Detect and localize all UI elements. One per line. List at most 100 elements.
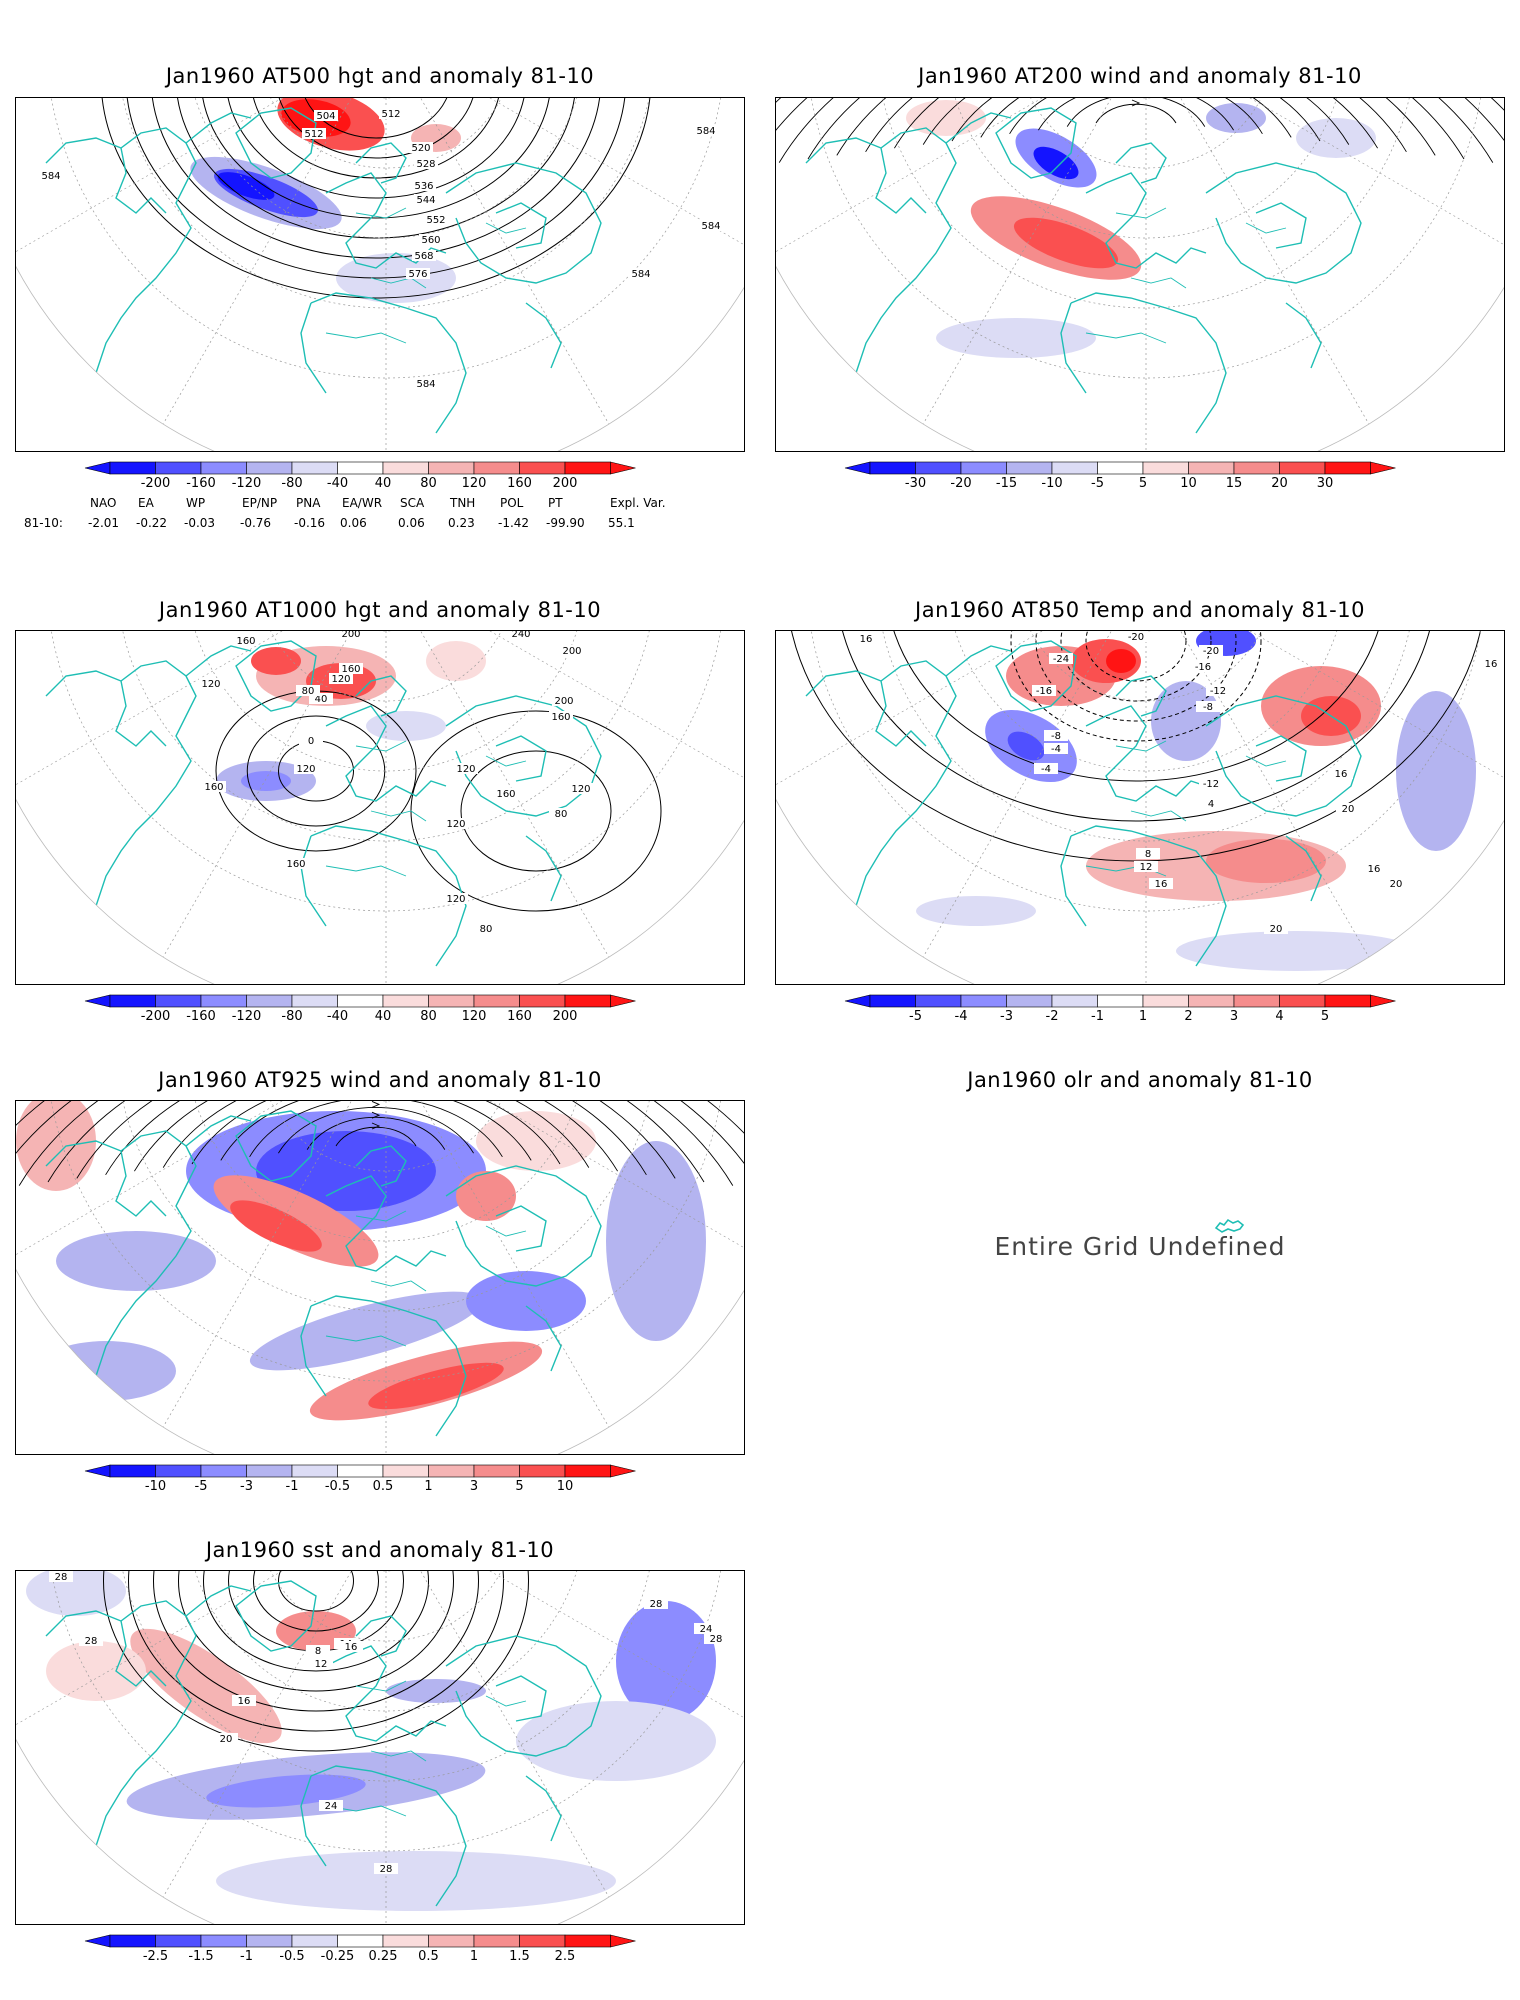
streamline — [776, 98, 1505, 177]
anomaly-shading — [217, 172, 275, 200]
contour-label: 120 — [446, 819, 465, 830]
contour-label: 20 — [1342, 804, 1355, 815]
index-value: -0.03 — [184, 516, 216, 530]
coastline-segment — [300, 1775, 327, 1867]
contour-label: 16 — [1155, 879, 1168, 890]
colorbar-tick-label: 1 — [469, 1949, 479, 1964]
index-header: SCA — [400, 496, 425, 510]
streamline — [1009, 98, 1263, 135]
colorbar-tick-label: -3 — [240, 1479, 253, 1494]
colorbar-segment — [428, 461, 475, 475]
contour-line — [178, 1571, 454, 1692]
coastline-segment — [310, 1295, 467, 1437]
contour-label: 512 — [381, 109, 400, 120]
coastlines — [45, 640, 602, 967]
colorbar-segment — [473, 994, 520, 1008]
contour-label: 0 — [308, 736, 314, 747]
coastline-segment — [525, 1305, 562, 1372]
colorbar-tick-label: 15 — [1225, 476, 1243, 491]
contour-line — [253, 1571, 379, 1632]
country-border — [485, 222, 527, 234]
colorbar-segment — [428, 994, 475, 1008]
colorbar-tick-label: 3 — [1229, 1009, 1239, 1024]
colorbar-labels: -2.5 -1.5 -1 -0.5 -0.25 0.25 0.5 1 1.5 2.5 — [45, 1949, 765, 1967]
contour-label: 584 — [416, 379, 435, 390]
country-border — [485, 755, 527, 767]
colorbar-segment — [1097, 461, 1144, 475]
colorbar-tick-label: -1 — [240, 1949, 253, 1964]
colorbar-labels: -200 -160 -120 -80 -40 40 80 120 160 200 — [45, 1009, 765, 1027]
colorbar-labels: -200 -160 -120 -80 -40 40 80 120 160 200 — [45, 476, 765, 494]
contour-label: 4 — [1208, 799, 1214, 810]
olr-island-mark — [1214, 1218, 1245, 1233]
meridian-line — [147, 1571, 352, 1924]
index-value: -99.90 — [546, 516, 585, 530]
coastline-segment — [1060, 835, 1087, 927]
colorbar-segment — [1142, 461, 1189, 475]
panel-sst: Jan1960 sst and anomaly 81-10 2828141216… — [0, 1530, 760, 1970]
colorbar-segment — [291, 1934, 338, 1948]
streamline — [18, 1101, 734, 1186]
colorbar-tick-label: 5 — [515, 1479, 524, 1494]
colorbar-segment — [1324, 994, 1371, 1008]
anomaly-shading — [16, 1101, 96, 1191]
anomaly-shading — [1033, 146, 1079, 180]
contour-label-bg — [1199, 645, 1223, 656]
contour-line — [227, 98, 525, 199]
anomaly-shading — [606, 1141, 706, 1341]
meridian-line — [1180, 631, 1385, 984]
contour-label-bg — [329, 673, 353, 684]
contour-label: 12 — [315, 1659, 328, 1670]
contour-label: 552 — [426, 215, 445, 226]
streamline-arrow — [1131, 99, 1141, 107]
coastline-segment — [805, 660, 957, 937]
contour-label-bg — [409, 142, 433, 153]
contour-label: 160 — [236, 636, 255, 647]
anomaly-shading — [368, 1362, 504, 1410]
colorbar-tick-label: 0.5 — [418, 1949, 439, 1964]
colorbar-segment — [960, 994, 1007, 1008]
country-border — [370, 1750, 427, 1762]
contour-line — [1060, 631, 1212, 702]
streamline — [191, 1101, 561, 1165]
meridian-line — [420, 1101, 625, 1454]
colorbar-tick-label: -0.5 — [324, 1479, 351, 1494]
streamline — [249, 1101, 503, 1158]
colorbar-segment — [109, 1464, 156, 1478]
contour-label: 16 — [1335, 769, 1348, 780]
colorbar-segment — [564, 994, 611, 1008]
colorbar-segment — [155, 461, 202, 475]
coastline-segment — [875, 680, 927, 747]
colorbar-tick-label: -0.25 — [320, 1949, 355, 1964]
colorbar-tick-label: 40 — [374, 476, 392, 491]
contour-label-bg — [474, 923, 498, 934]
colorbar-segment — [1142, 994, 1189, 1008]
colorbar-segment — [337, 461, 384, 475]
index-header: EP/NP — [242, 496, 278, 510]
contour-label-bg — [1196, 701, 1220, 712]
colorbar-tick-label: 1 — [424, 1479, 433, 1494]
contour-label-bg — [232, 1695, 256, 1706]
contour-label-bg — [1199, 798, 1223, 809]
contour-label-bg — [39, 170, 63, 181]
coastline-segment — [325, 1645, 447, 1742]
coastline-segment — [1115, 142, 1167, 184]
contour-label-bg — [1134, 861, 1158, 872]
contour-label: 200 — [562, 646, 581, 657]
streamline — [278, 1107, 474, 1154]
meridian-line — [147, 631, 352, 984]
contour-label: 536 — [414, 181, 433, 192]
contour-label-bg — [306, 1645, 330, 1656]
anomaly-shading — [1013, 217, 1119, 269]
meridian-line — [16, 1571, 283, 1726]
colorbar-tick-label: -80 — [281, 476, 303, 491]
coastlines — [45, 1580, 602, 1907]
country-border — [1115, 740, 1167, 752]
colorbar-tick-label: -1.5 — [188, 1949, 214, 1964]
colorbar-segment — [246, 1464, 293, 1478]
colorbar-tick-label: 0.5 — [372, 1479, 394, 1494]
colorbar-tick-label: -5 — [909, 1009, 922, 1024]
contour-label-bg — [412, 250, 436, 261]
colorbar-segment — [246, 994, 293, 1008]
